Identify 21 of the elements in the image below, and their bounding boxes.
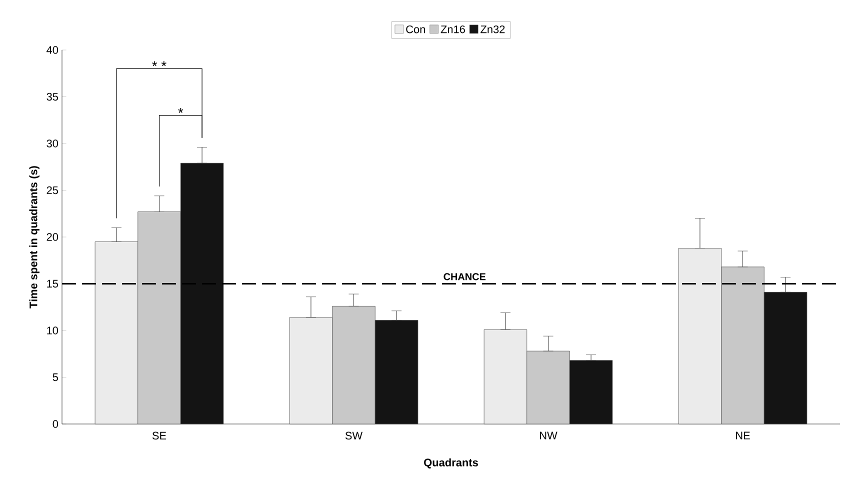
y-tick-label: 35 [46,92,58,101]
y-tick-label: 5 [52,373,58,382]
y-tick-label: 20 [46,233,58,241]
annotation: * * [152,61,166,66]
y-tick-label: 25 [46,186,58,194]
ref-line-label: CHANCE [444,273,486,280]
x-tick-label: NE [736,432,750,440]
legend-label: Zn32 [480,25,505,34]
y-axis-title: Time spent in quadrants (s) [29,166,40,308]
annotation: * [178,108,184,113]
x-axis-title: Quadrants [424,458,478,468]
x-tick-label: NW [540,432,558,440]
legend-label: Con [406,25,425,34]
y-tick-label: 0 [52,420,58,428]
y-tick-label: 10 [47,326,58,334]
x-tick-label: SW [345,432,363,440]
y-tick-label: 30 [46,140,58,148]
y-tick-label: 40 [46,46,58,54]
x-tick-label: SE [152,432,166,440]
legend-label: Zn16 [440,25,465,34]
y-tick-label: 15 [47,280,58,288]
